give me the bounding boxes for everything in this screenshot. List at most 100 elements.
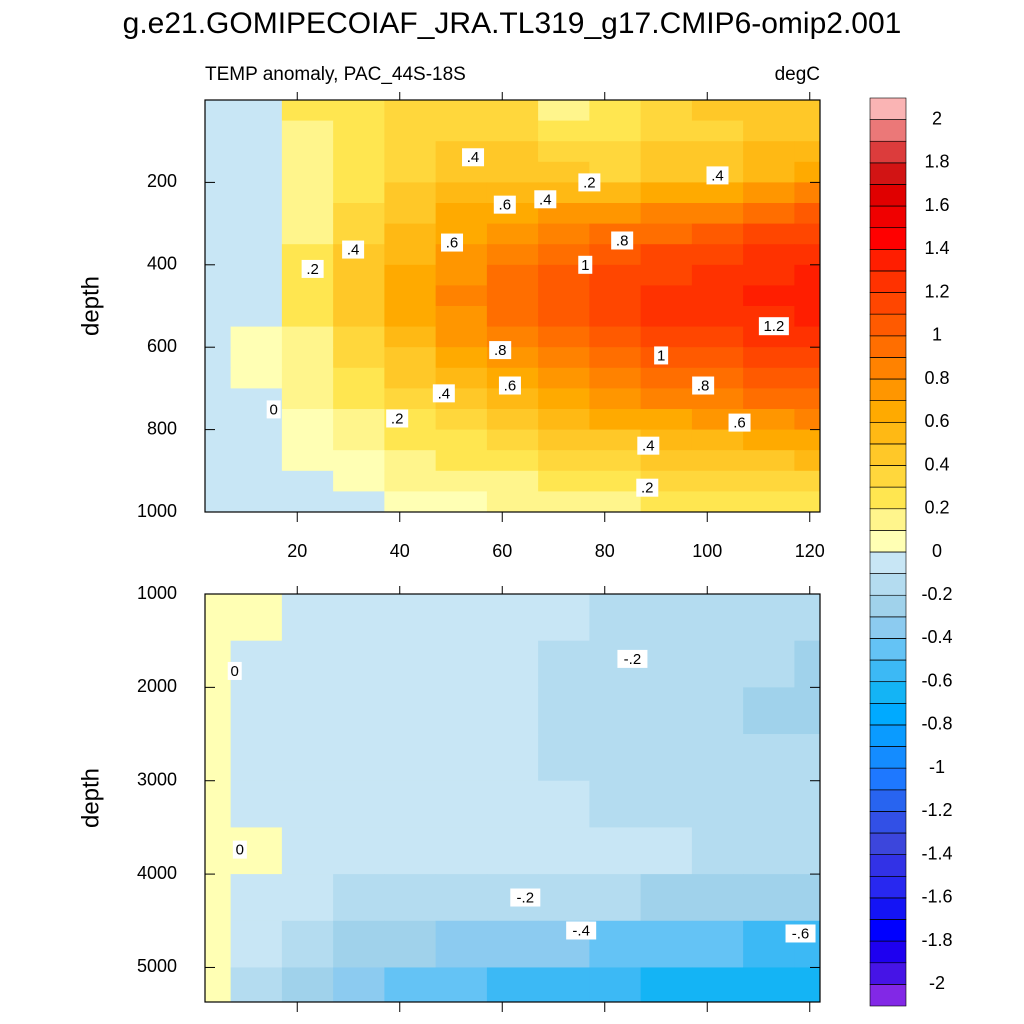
- field-cell: [384, 827, 437, 875]
- colorbar-tick-label: -1: [929, 757, 945, 777]
- colorbar-box: [869, 616, 907, 639]
- field-cell: [691, 182, 744, 204]
- contour-label-box: [728, 413, 751, 432]
- field-cell: [640, 285, 693, 307]
- field-cell: [333, 780, 385, 828]
- x-tick-label: 100: [692, 541, 722, 561]
- field-cell: [640, 306, 693, 328]
- field-cell: [205, 470, 232, 492]
- field-cell: [435, 734, 488, 782]
- field-cell: [205, 161, 232, 183]
- field-cell: [743, 967, 795, 1003]
- field-cell: [230, 347, 283, 369]
- field-cell: [794, 347, 821, 369]
- field-cell: [794, 203, 821, 225]
- y-tick-label: 2000: [137, 676, 177, 696]
- contour-label: -.2: [624, 651, 642, 668]
- contour-label-box: [342, 240, 365, 259]
- field-cell: [589, 141, 642, 163]
- contour-label: .2: [641, 480, 654, 497]
- contour-label: .4: [347, 242, 360, 259]
- field-cell: [205, 223, 232, 245]
- contour-label-box: [386, 409, 409, 428]
- field-cell: [384, 367, 437, 389]
- field-cell: [538, 827, 590, 875]
- field-cell: [281, 120, 334, 142]
- field-cell: [435, 367, 488, 389]
- colorbar-tick-label: 0.4: [924, 454, 949, 474]
- field-cell: [691, 223, 744, 245]
- field-cell: [794, 306, 821, 328]
- field-cell: [691, 450, 744, 472]
- field-cell: [281, 874, 334, 922]
- field-cell: [589, 182, 642, 204]
- contour-label: .2: [306, 261, 319, 278]
- field-cell: [691, 734, 744, 782]
- colorbar-tick-label: -2: [929, 973, 945, 993]
- field-cell: [538, 594, 590, 642]
- field-cell: [743, 491, 795, 513]
- contour-label-box: [534, 190, 557, 209]
- field-cell: [486, 429, 539, 451]
- field-cell: [640, 874, 693, 922]
- colorbar-box: [869, 594, 907, 618]
- field-cell: [538, 347, 590, 369]
- field-cell: [230, 264, 283, 286]
- field-cell: [743, 874, 795, 922]
- field-cell: [640, 687, 693, 735]
- field-cell: [333, 264, 385, 286]
- field-cell: [538, 120, 590, 142]
- field-cell: [384, 780, 437, 828]
- field-cell: [384, 967, 437, 1003]
- contour-label: 0: [231, 663, 239, 680]
- field-cell: [794, 874, 821, 922]
- field-cell: [230, 244, 283, 266]
- field-cell: [281, 347, 334, 369]
- subtitle-right: degC: [775, 64, 820, 85]
- field-cell: [794, 780, 821, 828]
- field-cell: [640, 640, 693, 688]
- field-cell: [281, 409, 334, 431]
- field-cell: [281, 182, 334, 204]
- field-cell: [384, 326, 437, 348]
- field-cell: [384, 470, 437, 492]
- field-cell: [538, 491, 590, 513]
- field-cell: [281, 827, 334, 875]
- field-cell: [435, 161, 488, 183]
- field-cell: [281, 594, 334, 642]
- colorbar-tick-label: 1.4: [924, 238, 949, 258]
- colorbar-box: [869, 832, 907, 855]
- field-cell: [205, 388, 232, 410]
- field-cell: [435, 409, 488, 431]
- field-cell: [691, 347, 744, 369]
- contour-label: .8: [697, 377, 710, 394]
- field-cell: [691, 306, 744, 328]
- field-cell: [691, 326, 744, 348]
- field-cell: [281, 285, 334, 307]
- colorbar-box: [869, 551, 907, 574]
- field-cell: [333, 640, 385, 688]
- field-cell: [333, 203, 385, 225]
- field-cell: [281, 161, 334, 183]
- field-cell: [205, 429, 232, 451]
- colorbar-box: [869, 227, 907, 250]
- field-cell: [230, 780, 283, 828]
- field-cell: [384, 687, 437, 735]
- field-cell: [538, 470, 590, 492]
- field-cell: [794, 640, 821, 688]
- field-cell: [743, 223, 795, 245]
- field-cell: [691, 244, 744, 266]
- contour-label: .8: [494, 342, 507, 359]
- field-cell: [538, 244, 590, 266]
- field-cell: [205, 244, 232, 266]
- field-cell: [640, 100, 693, 122]
- field-cell: [589, 367, 642, 389]
- field-cell: [794, 223, 821, 245]
- field-cell: [640, 594, 693, 642]
- field-cell: [435, 429, 488, 451]
- field-cell: [333, 687, 385, 735]
- field-cell: [435, 182, 488, 204]
- field-cell: [589, 967, 642, 1003]
- field-cell: [691, 687, 744, 735]
- field-cell: [230, 120, 283, 142]
